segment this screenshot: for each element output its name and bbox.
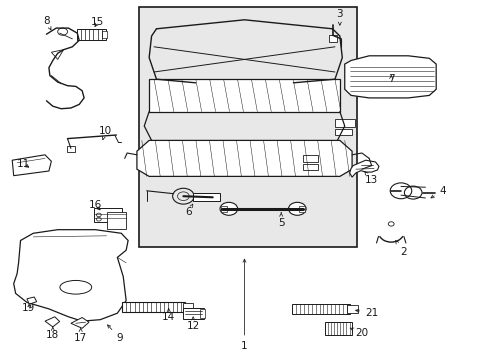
Polygon shape — [71, 318, 89, 328]
Text: 16: 16 — [88, 200, 102, 210]
Bar — [334, 129, 351, 135]
Text: 6: 6 — [184, 204, 192, 217]
Polygon shape — [51, 50, 63, 59]
Polygon shape — [14, 230, 128, 321]
Text: 21: 21 — [355, 308, 378, 318]
Polygon shape — [349, 160, 378, 177]
Bar — [328, 35, 337, 42]
Circle shape — [220, 202, 237, 215]
Bar — [122, 302, 184, 312]
Text: 13: 13 — [364, 172, 378, 185]
Polygon shape — [45, 317, 60, 327]
Text: 4: 4 — [430, 186, 445, 198]
Bar — [183, 308, 203, 319]
Text: 17: 17 — [74, 328, 87, 343]
Text: 15: 15 — [91, 17, 104, 27]
Text: 9: 9 — [107, 325, 123, 343]
Bar — [77, 29, 105, 40]
Polygon shape — [137, 140, 351, 176]
Bar — [346, 305, 357, 313]
Bar — [221, 206, 226, 212]
Text: 20: 20 — [349, 328, 367, 338]
Text: 14: 14 — [162, 309, 175, 322]
Text: 19: 19 — [21, 303, 35, 313]
Bar — [199, 309, 205, 318]
Bar — [139, 7, 356, 247]
Polygon shape — [27, 297, 37, 304]
Text: 2: 2 — [395, 240, 406, 257]
Circle shape — [288, 202, 305, 215]
Bar — [102, 31, 106, 38]
Polygon shape — [344, 56, 435, 98]
Bar — [67, 146, 75, 152]
Bar — [193, 193, 220, 201]
Bar — [299, 206, 305, 212]
Text: 12: 12 — [186, 317, 200, 331]
Bar — [106, 212, 126, 229]
Text: 7: 7 — [387, 74, 394, 84]
Text: 3: 3 — [336, 9, 343, 25]
Bar — [94, 208, 122, 222]
Bar — [183, 303, 193, 311]
Polygon shape — [149, 79, 339, 112]
Bar — [303, 155, 317, 162]
Text: 1: 1 — [241, 259, 247, 351]
Text: 8: 8 — [43, 16, 51, 30]
Bar — [334, 119, 354, 127]
Text: 11: 11 — [17, 159, 30, 169]
Text: 10: 10 — [99, 126, 111, 140]
Text: 18: 18 — [46, 327, 60, 340]
Text: 5: 5 — [277, 213, 284, 228]
Bar — [325, 322, 351, 335]
Bar — [292, 304, 349, 314]
Bar — [303, 164, 317, 170]
